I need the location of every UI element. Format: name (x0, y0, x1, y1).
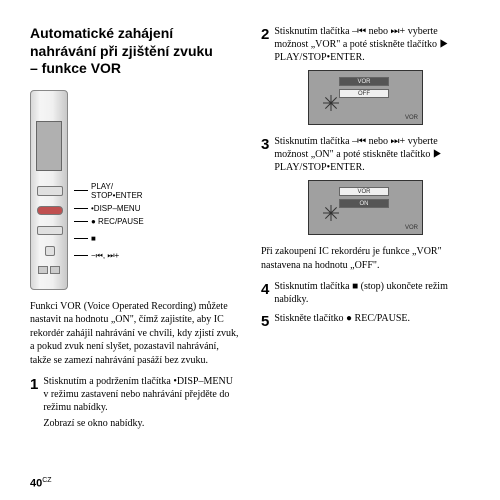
label-rec-pause: ● REC/PAUSE (91, 217, 144, 226)
label-prev-next: −⏮, ⏭+ (91, 251, 119, 261)
lcd1-corner: VOR (405, 115, 418, 121)
label-disp-menu: •DISP–MENU (91, 204, 140, 213)
title-line2: nahrávání při zjištění zvuku (30, 43, 213, 59)
step-2: 2 Stisknutím tlačítka –⏮ nebo ⏭+ vyberte… (261, 25, 470, 64)
device-button-disp (37, 226, 63, 235)
lcd-display-1: VOR OFF VOR (308, 70, 423, 125)
step-3: 3 Stisknutím tlačítka –⏮ nebo ⏭+ vyberte… (261, 135, 470, 174)
intro-paragraph: Funkci VOR (Voice Operated Recording) mů… (30, 300, 239, 368)
step-5: 5 Stiskněte tlačítko ● REC/PAUSE. (261, 312, 470, 332)
step-number-1: 1 (30, 375, 38, 430)
label-play-enter: PLAY/ STOP•ENTER (91, 182, 143, 200)
step-number-5: 5 (261, 312, 269, 332)
page-suffix: CZ (42, 477, 51, 484)
lcd2-row1: VOR (339, 187, 389, 196)
title-line1: Automatické zahájení (30, 25, 173, 41)
device-screen (36, 121, 62, 171)
lcd2-row2: ON (339, 199, 389, 208)
step-number-3: 3 (261, 135, 269, 174)
device-diagram: PLAY/ STOP•ENTER •DISP–MENU ● REC/PAUSE … (30, 90, 239, 290)
step-4: 4 Stisknutím tlačítka ■ (stop) ukončete … (261, 280, 470, 306)
lcd1-row1: VOR (339, 77, 389, 86)
title-line3: – funkce VOR (30, 60, 121, 76)
burst-icon (323, 205, 339, 221)
section-title: Automatické zahájení nahrávání při zjišt… (30, 25, 239, 78)
step-3-text: Stisknutím tlačítka –⏮ nebo ⏭+ vyberte m… (274, 136, 441, 173)
lcd-display-2: VOR ON VOR (308, 180, 423, 235)
device-button-stop (45, 246, 55, 256)
device-button-row (38, 266, 60, 274)
lcd1-row2: OFF (339, 89, 389, 98)
device-button-rec (37, 206, 63, 215)
left-column: Automatické zahájení nahrávání při zjišt… (30, 25, 239, 436)
burst-icon (323, 95, 339, 111)
step-4-text: Stisknutím tlačítka ■ (stop) ukončete re… (274, 281, 448, 305)
lcd2-corner: VOR (405, 225, 418, 231)
step-number-2: 2 (261, 25, 269, 64)
callout-labels: PLAY/ STOP•ENTER •DISP–MENU ● REC/PAUSE … (74, 167, 144, 261)
step-2-text: Stisknutím tlačítka –⏮ nebo ⏭+ vyberte m… (274, 26, 448, 63)
page-number: 40CZ (30, 477, 52, 490)
device-body (30, 90, 68, 290)
device-button-play (37, 186, 63, 196)
step-5-text: Stiskněte tlačítko ● REC/PAUSE. (274, 313, 410, 324)
label-stop-icon: ■ (91, 234, 96, 243)
note-paragraph: Při zakoupení IC rekordéru je funkce „VO… (261, 245, 470, 272)
right-column: 2 Stisknutím tlačítka –⏮ nebo ⏭+ vyberte… (261, 25, 470, 436)
step-number-4: 4 (261, 280, 269, 306)
step-1-text: Stisknutím a podržením tlačítka •DISP–ME… (43, 376, 233, 413)
step-1: 1 Stisknutím a podržením tlačítka •DISP–… (30, 375, 239, 430)
step-1-sub: Zobrazí se okno nabídky. (43, 417, 239, 430)
page-number-value: 40 (30, 478, 42, 490)
